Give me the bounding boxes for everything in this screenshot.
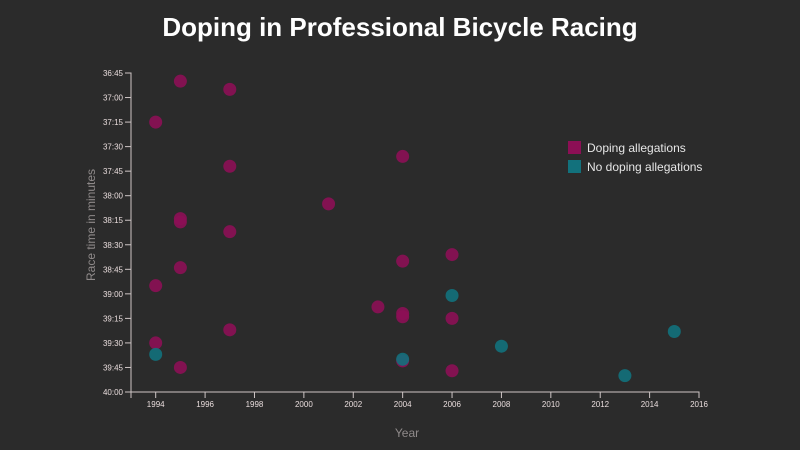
x-tick-label: 1996 bbox=[196, 400, 214, 409]
x-tick-label: 2010 bbox=[542, 400, 560, 409]
y-tick-label: 37:30 bbox=[103, 143, 124, 152]
y-tick: 37:45 bbox=[103, 167, 131, 176]
data-point-doping[interactable] bbox=[445, 311, 459, 325]
x-axis-label: Year bbox=[395, 426, 419, 440]
data-point-doping[interactable] bbox=[322, 197, 336, 211]
legend-swatch-no-doping bbox=[568, 160, 581, 173]
y-axis-label: Race time in minutes bbox=[84, 169, 98, 281]
data-point-doping[interactable] bbox=[396, 254, 410, 268]
x-tick-label: 2016 bbox=[690, 400, 708, 409]
data-point-no-doping[interactable] bbox=[396, 352, 410, 366]
data-point-doping[interactable] bbox=[223, 82, 237, 96]
y-tick: 39:30 bbox=[103, 339, 131, 348]
y-tick-label: 38:00 bbox=[103, 192, 124, 201]
y-tick-label: 39:45 bbox=[103, 363, 124, 372]
x-axis: 1994 1996 1998 2000 2002 2004 2006 2008 2010 2012… bbox=[130, 391, 708, 409]
data-point-no-doping[interactable] bbox=[667, 324, 681, 338]
y-tick-label: 38:30 bbox=[103, 241, 124, 250]
y-tick-label: 39:30 bbox=[103, 339, 124, 348]
y-axis: 36:45 37:00 37:15 37:30 37:45 38:00 38:15 38:30… bbox=[103, 69, 132, 397]
x-tick: 2008 bbox=[493, 392, 511, 409]
y-tick-label: 36:45 bbox=[103, 69, 124, 78]
y-tick-label: 37:00 bbox=[103, 94, 124, 103]
legend: Doping allegations No doping allegations bbox=[568, 141, 702, 174]
y-tick-label: 38:45 bbox=[103, 265, 124, 274]
y-tick-label: 37:45 bbox=[103, 167, 124, 176]
y-tick-label: 40:00 bbox=[103, 388, 124, 397]
y-tick: 37:00 bbox=[103, 94, 131, 103]
x-tick: 2004 bbox=[394, 392, 412, 409]
chart-title: Doping in Professional Bicycle Racing bbox=[162, 12, 637, 42]
data-point-doping[interactable] bbox=[149, 336, 163, 350]
x-tick: 2000 bbox=[295, 392, 313, 409]
data-point-doping[interactable] bbox=[149, 279, 163, 293]
y-tick: 37:30 bbox=[103, 143, 131, 152]
y-tick-label: 39:15 bbox=[103, 314, 124, 323]
x-tick-label: 1998 bbox=[246, 400, 264, 409]
y-tick: 38:45 bbox=[103, 265, 131, 274]
y-tick-label: 38:15 bbox=[103, 216, 124, 225]
data-point-doping[interactable] bbox=[445, 248, 459, 262]
x-tick: 2014 bbox=[641, 392, 659, 409]
y-tick: 39:00 bbox=[103, 290, 131, 299]
data-point-doping[interactable] bbox=[149, 115, 163, 129]
y-axis-line bbox=[125, 72, 132, 393]
y-tick: 37:15 bbox=[103, 118, 131, 127]
x-tick-label: 2000 bbox=[295, 400, 313, 409]
x-tick: 2012 bbox=[591, 392, 610, 409]
data-point-doping[interactable] bbox=[223, 323, 237, 337]
y-tick-label: 37:15 bbox=[103, 118, 124, 127]
x-tick-label: 1994 bbox=[147, 400, 165, 409]
x-axis-line bbox=[130, 391, 700, 398]
x-tick-label: 2014 bbox=[641, 400, 659, 409]
data-point-doping[interactable] bbox=[173, 261, 187, 275]
x-tick-label: 2012 bbox=[591, 400, 609, 409]
legend-label-doping: Doping allegations bbox=[587, 141, 686, 155]
x-tick-label: 2008 bbox=[493, 400, 511, 409]
legend-swatch-doping bbox=[568, 141, 581, 154]
y-tick: 36:45 bbox=[103, 69, 131, 78]
data-point-no-doping[interactable] bbox=[149, 347, 163, 361]
x-tick-label: 2004 bbox=[394, 400, 412, 409]
y-tick-label: 39:00 bbox=[103, 290, 124, 299]
data-point-doping[interactable] bbox=[223, 159, 237, 173]
y-tick: 38:30 bbox=[103, 241, 131, 250]
data-point-no-doping[interactable] bbox=[494, 339, 508, 353]
data-point-doping[interactable] bbox=[223, 225, 237, 239]
y-tick: 39:45 bbox=[103, 363, 131, 372]
data-point-no-doping[interactable] bbox=[445, 288, 459, 302]
data-point-doping[interactable] bbox=[371, 300, 385, 314]
data-point-doping[interactable] bbox=[445, 364, 459, 378]
data-point-doping[interactable] bbox=[173, 74, 187, 88]
x-tick: 1994 bbox=[147, 392, 165, 409]
x-tick: 1996 bbox=[196, 392, 215, 409]
data-point-no-doping[interactable] bbox=[618, 369, 632, 383]
data-point-doping[interactable] bbox=[396, 149, 410, 163]
data-point-doping[interactable] bbox=[396, 310, 410, 324]
data-points bbox=[149, 74, 681, 383]
y-tick: 39:15 bbox=[103, 314, 131, 323]
x-tick: 2010 bbox=[542, 392, 560, 409]
data-point-doping[interactable] bbox=[173, 215, 187, 229]
x-tick: 1998 bbox=[246, 392, 264, 409]
data-point-doping[interactable] bbox=[173, 360, 187, 374]
x-tick: 2016 bbox=[690, 392, 708, 409]
y-tick: 40:00 bbox=[103, 388, 131, 397]
y-tick: 38:00 bbox=[103, 192, 131, 201]
y-tick: 38:15 bbox=[103, 216, 131, 225]
legend-label-no-doping: No doping allegations bbox=[587, 160, 702, 174]
x-tick-label: 2006 bbox=[443, 400, 461, 409]
x-tick-label: 2002 bbox=[344, 400, 362, 409]
x-tick: 2006 bbox=[443, 392, 461, 409]
x-tick: 2002 bbox=[344, 392, 363, 409]
